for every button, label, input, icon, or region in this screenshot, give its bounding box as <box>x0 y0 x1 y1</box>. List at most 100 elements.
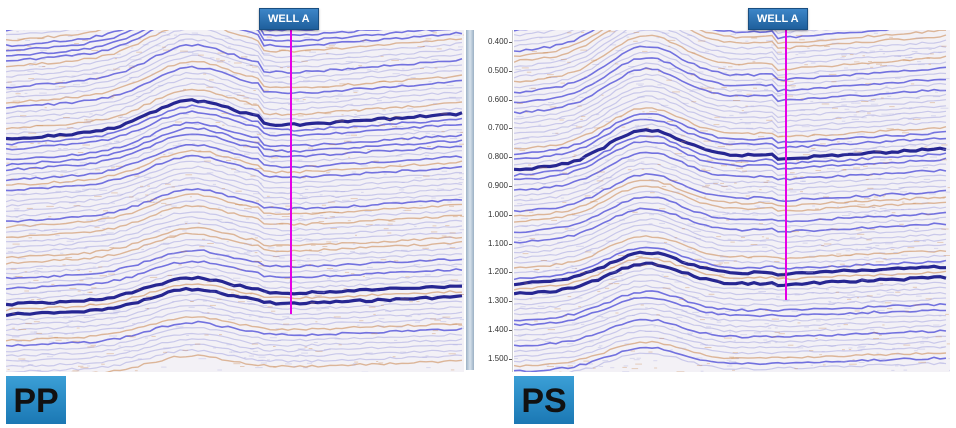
noise-speckle <box>171 301 175 303</box>
noise-speckle <box>716 361 724 363</box>
noise-speckle <box>934 247 939 249</box>
noise-speckle <box>657 84 662 86</box>
noise-speckle <box>94 226 100 228</box>
noise-speckle <box>758 201 764 203</box>
noise-speckle <box>947 187 950 189</box>
noise-speckle <box>217 291 222 293</box>
noise-speckle <box>405 78 408 80</box>
noise-speckle <box>366 274 373 276</box>
noise-speckle <box>687 334 692 336</box>
noise-speckle <box>855 229 862 231</box>
noise-speckle <box>716 265 721 267</box>
noise-speckle <box>867 112 871 114</box>
noise-speckle <box>317 291 325 293</box>
noise-speckle <box>610 367 615 369</box>
noise-speckle <box>206 86 214 88</box>
noise-speckle <box>80 321 85 323</box>
noise-speckle <box>120 44 129 46</box>
noise-speckle <box>542 270 551 272</box>
noise-speckle <box>93 173 97 175</box>
noise-speckle <box>658 231 664 233</box>
noise-speckle <box>836 141 840 143</box>
noise-speckle <box>432 137 439 138</box>
noise-speckle <box>671 327 674 329</box>
noise-speckle <box>567 176 570 178</box>
noise-speckle <box>619 318 626 320</box>
noise-speckle <box>87 346 95 348</box>
noise-speckle <box>247 301 252 302</box>
noise-speckle <box>802 154 811 156</box>
noise-speckle <box>271 157 279 159</box>
noise-speckle <box>580 49 588 51</box>
noise-speckle <box>169 235 176 237</box>
noise-speckle <box>210 291 216 293</box>
noise-speckle <box>878 274 885 276</box>
noise-speckle <box>882 53 885 55</box>
noise-speckle <box>27 70 35 72</box>
noise-speckle <box>393 115 400 117</box>
noise-speckle <box>766 40 774 42</box>
noise-speckle <box>117 327 124 329</box>
noise-speckle <box>278 257 285 259</box>
noise-speckle <box>248 303 256 305</box>
noise-speckle <box>615 73 622 75</box>
noise-speckle <box>434 67 438 69</box>
noise-speckle <box>249 65 253 66</box>
noise-speckle <box>258 356 266 358</box>
noise-speckle <box>313 296 321 298</box>
noise-speckle <box>34 331 38 333</box>
noise-speckle <box>28 232 36 234</box>
noise-speckle <box>418 149 422 151</box>
noise-speckle <box>843 133 847 135</box>
pp-well-a-line <box>290 30 292 314</box>
noise-speckle <box>117 193 123 195</box>
noise-speckle <box>695 316 702 318</box>
noise-speckle <box>362 41 371 43</box>
noise-speckle <box>898 187 905 188</box>
noise-speckle <box>123 349 130 351</box>
noise-speckle <box>110 165 116 167</box>
noise-speckle <box>874 212 877 214</box>
noise-speckle <box>72 84 80 86</box>
noise-speckle <box>395 126 404 128</box>
noise-speckle <box>39 92 47 94</box>
noise-speckle <box>249 54 256 56</box>
noise-speckle <box>246 65 253 67</box>
reflector <box>6 77 463 120</box>
noise-speckle <box>772 131 775 133</box>
noise-speckle <box>862 55 865 57</box>
noise-speckle <box>546 364 550 366</box>
noise-speckle <box>183 88 186 90</box>
noise-speckle <box>334 338 341 340</box>
noise-speckle <box>854 199 857 201</box>
noise-speckle <box>9 308 13 310</box>
noise-speckle <box>597 171 605 173</box>
noise-speckle <box>116 53 121 55</box>
noise-speckle <box>791 231 800 233</box>
noise-speckle <box>559 172 562 174</box>
noise-speckle <box>307 147 314 149</box>
noise-speckle <box>215 121 221 123</box>
noise-speckle <box>387 262 391 263</box>
noise-speckle <box>390 123 394 125</box>
noise-speckle <box>723 72 728 74</box>
noise-speckle <box>260 362 267 364</box>
noise-speckle <box>153 231 161 233</box>
noise-speckle <box>160 285 163 287</box>
noise-speckle <box>617 262 625 264</box>
noise-speckle <box>879 334 882 336</box>
noise-speckle <box>633 40 638 42</box>
noise-speckle <box>828 300 832 302</box>
noise-speckle <box>449 96 456 98</box>
noise-speckle <box>774 261 780 263</box>
noise-speckle <box>653 326 656 328</box>
noise-speckle <box>18 358 26 360</box>
reflector <box>6 30 383 52</box>
noise-speckle <box>431 231 438 233</box>
noise-speckle <box>256 132 263 134</box>
noise-speckle <box>335 191 339 193</box>
noise-speckle <box>253 90 256 91</box>
noise-speckle <box>84 343 91 345</box>
noise-speckle <box>844 203 848 205</box>
noise-speckle <box>535 348 539 350</box>
